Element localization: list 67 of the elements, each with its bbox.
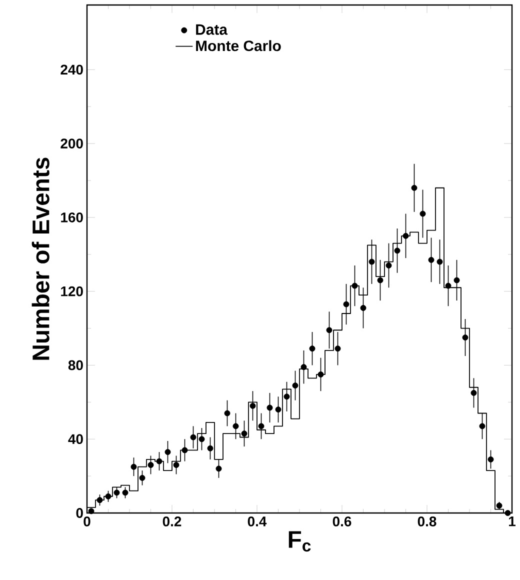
point (105, 493, 112, 500)
y-tick-label: 240 (60, 64, 83, 75)
point (164, 449, 171, 456)
point (318, 371, 324, 378)
point (96, 497, 103, 504)
point (368, 258, 375, 265)
y-tick-label: 200 (60, 138, 83, 148)
point (182, 447, 188, 454)
point (402, 232, 409, 239)
point (275, 406, 282, 413)
point (454, 277, 460, 284)
y-tick-label: 40 (68, 434, 83, 444)
point (386, 262, 392, 268)
point (394, 248, 400, 254)
point (479, 423, 486, 430)
point (360, 304, 366, 311)
point (148, 462, 154, 468)
point (445, 282, 452, 289)
point (232, 423, 239, 430)
x-tick-label: 0.4 (248, 516, 267, 526)
point (488, 456, 494, 462)
x-tick-label: 1 (509, 516, 516, 526)
point (504, 510, 511, 516)
point (420, 210, 426, 217)
point (496, 502, 502, 509)
point (352, 282, 358, 289)
point (216, 466, 222, 472)
point (377, 277, 384, 284)
point (462, 334, 468, 340)
point (122, 490, 128, 496)
point (343, 301, 350, 308)
x-tick-label: 0.6 (332, 516, 352, 526)
legend-label: Monte Carlo (196, 40, 281, 52)
x-tick-label: 0.2 (162, 516, 182, 526)
x-tick-label: 0.8 (418, 516, 436, 526)
point (241, 430, 248, 437)
point (309, 346, 316, 352)
y-tick-label: 120 (61, 286, 83, 296)
x-axis-title: F$_{c}$ (288, 531, 311, 552)
point (300, 364, 307, 370)
y-tick-label: 80 (68, 360, 83, 370)
y-tick-label: 160 (61, 212, 83, 222)
point (198, 436, 205, 442)
point (224, 410, 230, 416)
point (470, 390, 477, 396)
point (284, 394, 290, 400)
x-tick-label: 0 (84, 516, 90, 526)
point (156, 458, 162, 464)
point (258, 423, 264, 430)
point (428, 256, 434, 263)
point (292, 382, 298, 389)
point (334, 346, 341, 352)
point (114, 490, 120, 496)
point (436, 258, 443, 265)
point (139, 474, 146, 481)
point (326, 327, 332, 334)
point (250, 402, 256, 409)
point (266, 404, 273, 411)
y-axis-title: Number of Events (32, 158, 50, 360)
legend-label: Data (196, 24, 228, 35)
point (411, 184, 418, 191)
point (130, 464, 137, 470)
point (207, 445, 214, 452)
point (173, 462, 180, 468)
point (190, 434, 196, 440)
point (88, 508, 94, 514)
y-tick-label: 0 (76, 508, 83, 518)
